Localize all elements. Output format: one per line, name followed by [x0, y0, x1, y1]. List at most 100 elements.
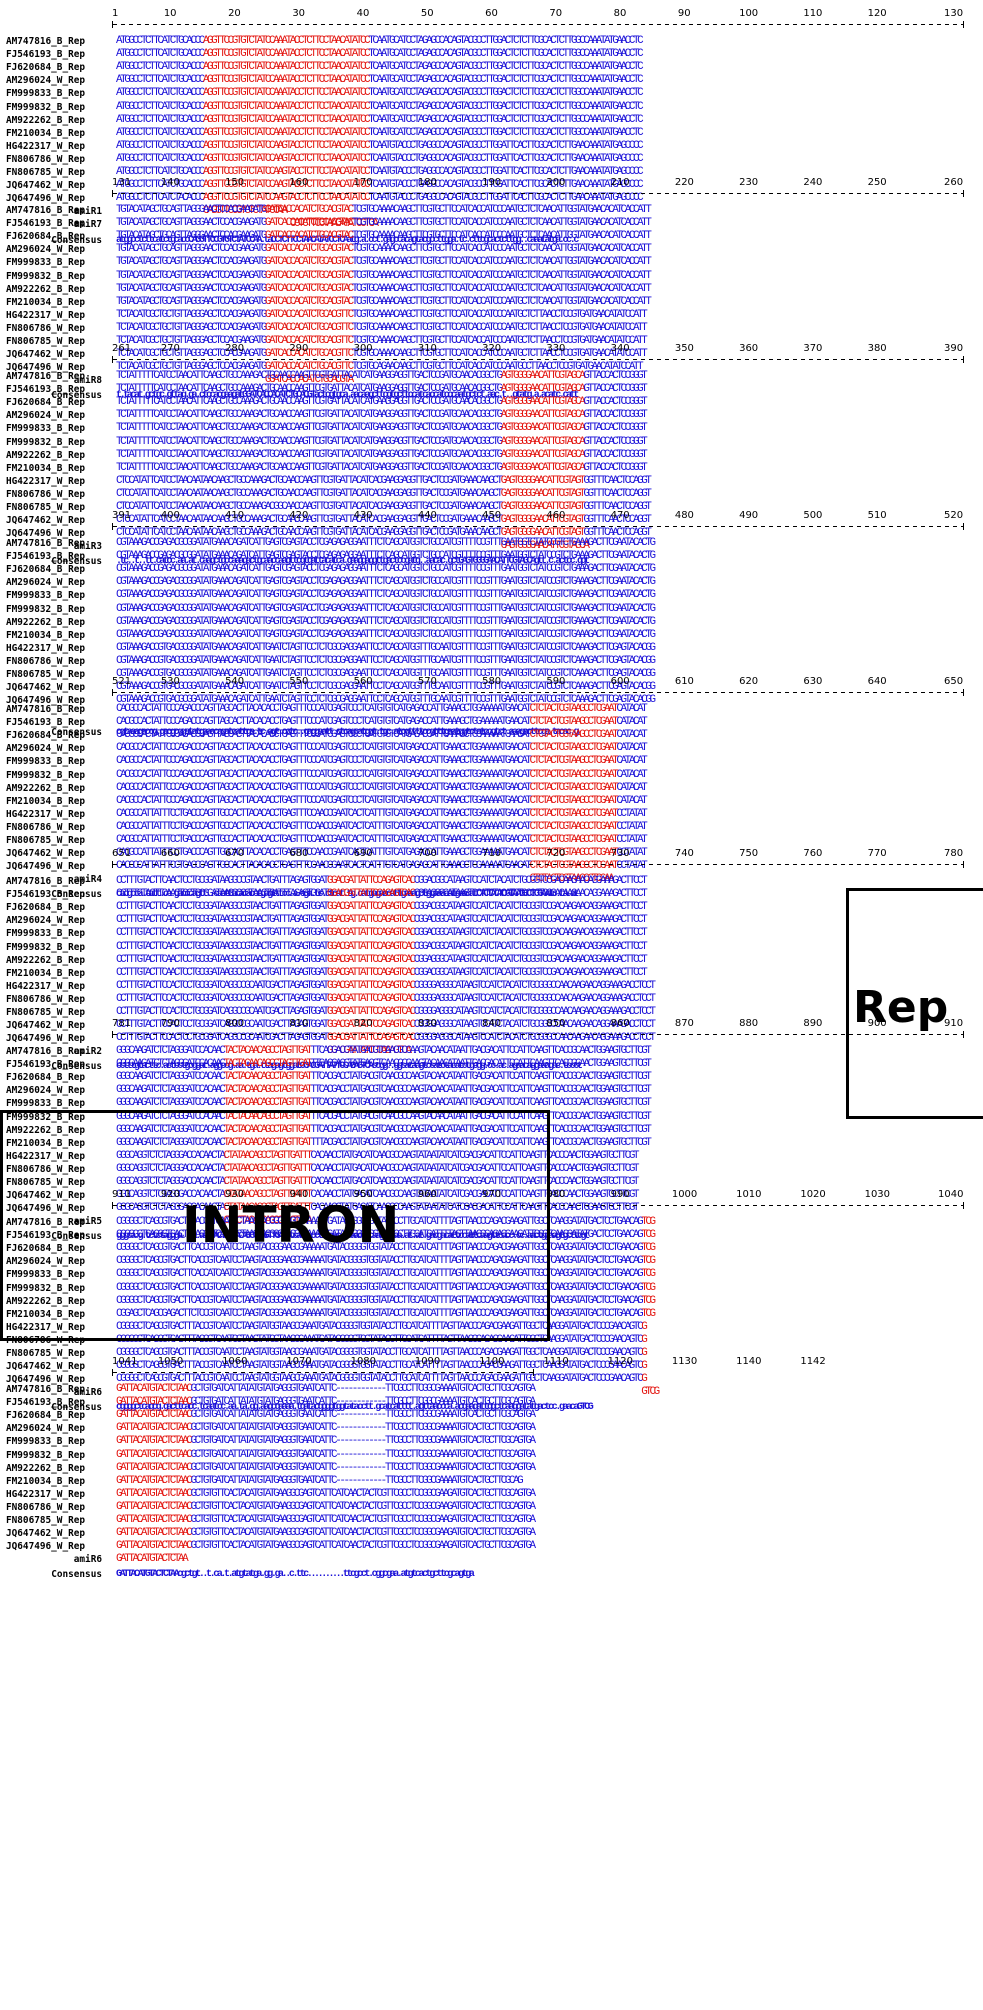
- sequence-segment: GCTGTGATCATTATATGTATGAGGGTGAATCATTC-----…: [190, 1448, 536, 1461]
- sequence-segment: GGGCAAGATCTCTAGGGATCCACAAC: [116, 1136, 226, 1149]
- target-site-segment: TCG: [641, 1216, 656, 1228]
- amir-row: amiR8 GGATCACCACATCTGCACGTA: [0, 374, 983, 387]
- ruler-tick-label: 820: [353, 1018, 373, 1029]
- amir-row: amiR5 CTACTACAACAGCCTAGTTGA: [0, 1215, 983, 1228]
- consensus-row: Consensus cggggctcagcg.gacttcacc.tcaatcc.…: [0, 1401, 983, 1414]
- target-site-segment: TCG: [641, 1242, 656, 1255]
- sequence-row: JQ647462_W_Rep ATGGCCTCTTCATCTGCACCCAGGTT…: [0, 179, 983, 192]
- target-site-segment: CTCTACTCGTAAGCCTCGAAT: [529, 794, 619, 807]
- sequence-name: AM296024_W_Rep: [6, 1256, 86, 1268]
- sequence-text: ATGGCCTCTTCATCTGCACCCAGGTTCCGTGTCTATCCAA…: [116, 166, 964, 179]
- sequence-segment: TCAATGCATCCTAGAGCCACAGTACGCCTTGGACTCTCTT…: [368, 74, 643, 87]
- sequence-name: FJ620684_B_Rep: [6, 231, 86, 243]
- target-site-segment: CTCTACTCGTAAGCCTCGAAT: [529, 755, 619, 768]
- amir-row: amiR6 GATTACATGTACTCTAA: [0, 1553, 983, 1566]
- sequence-segment: CCTTTGTACTTCAACTCCTGCGGATAAGGCCGTAACTGAT…: [116, 953, 329, 966]
- sequence-name: FM210034_B_Rep: [6, 629, 86, 641]
- sequence-segment: CGTAAAGACCGAGACGCGGATATGAAACAGATCATTGAGT…: [116, 589, 656, 602]
- ruler-tick-label: 160: [289, 177, 309, 188]
- sequence-row: AM296024_W_Rep ATGGCCTCTTCATCTGCACCCAGGTT…: [0, 74, 983, 87]
- ruler-tick-label: 170: [353, 177, 373, 188]
- sequence-segment: ATGGCCTCTTCATCTGCACCC: [116, 152, 205, 165]
- sequence-name: JQ647462_W_Rep: [6, 682, 86, 694]
- sequence-row: FJ546193_B_Rep TGTACATAGCTGCAGTTAGGGAACTC…: [0, 217, 983, 230]
- sequence-segment: GGGCAGGTCTCTAGGGACCACAACTA: [116, 1162, 226, 1175]
- sequence-segment: CGGGGCTCAGCGTGACTTCACCATCAATCCTAAGTACGGG…: [116, 1268, 644, 1281]
- sequence-row: HG422317_W_Rep GGGCAGGTCTCTAGGGACCACAACTA…: [0, 1150, 983, 1163]
- sequence-segment: CGGACGGCATAAGTCCATCTACATCTGCGGTCCGACAAGA…: [413, 901, 648, 914]
- sequence-row: HG422317_W_Rep TCTACATCGCTGCTGTTAGGGAGCTC…: [0, 309, 983, 322]
- sequence-row: AM747816_B_Rep GGGCAAGATCTCTAGGGATCCACAAC…: [0, 1045, 983, 1058]
- target-site-segment: G: [641, 1360, 648, 1373]
- ruler-tick-label: 1000: [671, 1189, 698, 1200]
- sequence-name: JQ647496_W_Rep: [6, 1203, 86, 1215]
- sequence-name: FJ546193_B_Rep: [6, 889, 86, 901]
- sequence-text: TCTATTTTTCATCCTAACATTCAAGCTGCCAAAGACTGCA…: [116, 449, 964, 462]
- ruler-tick-label: 240: [803, 177, 823, 188]
- sequence-segment: CACGCCACTATTCCCAGACCCAGTTAGCACTTACACACCT…: [116, 716, 532, 729]
- sequence-segment: GGGCAAGATCTCTAGGGATCCACAAC: [116, 1123, 226, 1136]
- sequence-segment: CACAACCTATGACATCAACGCCAAGTATAATATCATCGAC…: [310, 1176, 639, 1188]
- sequence-segment: ATGGCCTCTTCATCTGCACCC: [116, 126, 205, 139]
- sequence-row: AM747816_B_Rep CGTAAAGACCGAGACGCGGATATGAA…: [0, 537, 983, 550]
- ruler-numbers: 1 10 20 30 40 50 60 70 80 90 100 110 120 130: [112, 8, 963, 20]
- sequence-segment: CACAACCTATGACATCAACGCCAAGTATAATATCATCGAC…: [310, 1162, 639, 1175]
- intron-box: [0, 1110, 550, 1341]
- ruler-tick-label: 420: [289, 510, 309, 521]
- target-site-segment: TCG: [641, 1294, 656, 1307]
- sequence-row: FM999833_B_Rep GGGCAAGATCTCTAGGGATCCACAAC…: [0, 1097, 983, 1110]
- sequence-text: CGTAAAGACCGAGACGCGGATATGAAACAGATCATTGAGT…: [116, 589, 964, 602]
- consensus-sequence: cctttgtacttc.actcctgcggat.aggccg.aa.tga.…: [116, 1061, 583, 1073]
- ruler-tick-label: 1030: [864, 1189, 891, 1200]
- target-site-segment: TCG: [641, 1229, 656, 1242]
- sequence-segment: TCAATGTACCCTGAGGCCACAGTACGCCTTGGATTCACTT…: [368, 166, 643, 178]
- ruler-tick-label: 760: [803, 848, 823, 859]
- sequence-row: FM999833_B_Rep ATGGCCTCTTCATCTGCACCCAGGTT…: [0, 87, 983, 100]
- target-site-segment: GATTACATGTACTCTAAC: [116, 1448, 193, 1461]
- sequence-segment: TGTACATAGCTGCAGTTAGGGAACTCCACGAAGATG: [116, 295, 267, 308]
- sequence-segment: TTCACGACCTATGACGTCAACGCCAAGTACAACATAATTG…: [310, 1058, 652, 1071]
- sequence-name: FN806786_W_Rep: [6, 488, 86, 500]
- sequence-name: FJ546193_B_Rep: [6, 218, 86, 230]
- ruler-tick-label: 370: [803, 343, 823, 354]
- sequence-name: FJ620684_B_Rep: [6, 62, 86, 74]
- sequence-row: FN806785_W_Rep GATTACATGTACTCTAACGCTGTGTT…: [0, 1514, 983, 1527]
- sequence-segment: CTCCATATTCATCCTAACAATAACAAGCTGCCAAAGACTG…: [116, 487, 503, 500]
- sequence-segment: CACGCCACTATTCCCAGACCCAGTTAGCACTTACACACCT…: [116, 755, 532, 768]
- sequence-text: TCTATTTTTCATCCTAACATTCAAGCTGCCAAAGACTGCA…: [116, 462, 964, 475]
- sequence-segment: ATGGCCTCTTCATCTGCACCC: [116, 74, 205, 87]
- sequence-segment: TCAATGCATCCTAGAGCCACAGTACGCCTTGGACTCTCTT…: [368, 35, 643, 47]
- sequence-segment: CGGGGCTCAGCGTGACTTTACCGTCAATCCTAAGTATGGT…: [116, 1320, 644, 1333]
- sequence-segment: GCTGTGTTCACTACATGTATGAAGGCGAGTCATTCATCAA…: [190, 1514, 536, 1526]
- sequence-segment: CCTTTGTACTTCAACTCCTGCGGATAAGGCCGTAACTGAT…: [116, 940, 329, 953]
- sequence-row: FJ620684_B_Rep GATTACATGTACTCTAACGCTGTGAT…: [0, 1409, 983, 1422]
- sequence-name: FN806786_W_Rep: [6, 1501, 86, 1513]
- sequence-text: CGTAAAGACCGAGACGCGGATATGAAACAGATCATTGAGT…: [116, 629, 964, 642]
- sequence-row: FJ620684_B_Rep CGTAAAGACCGAGACGCGGATATGAA…: [0, 563, 983, 576]
- target-site-segment: CTCTACTCGTAAGCCTCGAAT: [529, 716, 619, 729]
- sequence-segment: GTTACCACTCCGGGT: [583, 383, 647, 396]
- ruler-numbers: 521 530 540 550 560 570 580 590 600 610 620 630 640 6…: [112, 676, 963, 688]
- sequence-segment: TCAATGCATCCTAGAGCCACAGTACGCCTTGGACTCTCTT…: [368, 100, 643, 113]
- ruler-tick-label: 10: [163, 8, 177, 19]
- target-site-segment: GATCACCACATCTGCACGTAC: [264, 256, 354, 269]
- consensus-label: Consensus: [51, 1569, 102, 1581]
- sequence-row: FN806786_W_Rep GATTACATGTACTCTAACGCTGTGTT…: [0, 1501, 983, 1514]
- sequence-row: AM296024_W_Rep TCTATTTTTCATCCTAACATTCAAGC…: [0, 409, 983, 422]
- sequence-row: FM210034_B_Rep TGTACATAGCTGCAGTTAGGGAACTC…: [0, 296, 983, 309]
- sequence-row: FM210034_B_Rep CGTAAAGACCGAGACGCGGATATGAA…: [0, 629, 983, 642]
- sequence-text: ATGGCCTCTTCATCTGCACCCAGGTTCCGTGTCTATCCAA…: [116, 127, 964, 140]
- ruler-numbers: 391 400 410 420 430 440 450 460 470 480 490 500 510 5…: [112, 510, 963, 522]
- sequence-segment: CCTTTGTACTTCCACTCCTGCGGATCAGGCCGCAATCGAC…: [116, 1019, 329, 1032]
- sequence-name: JQ647462_W_Rep: [6, 349, 86, 361]
- sequence-row: FM999833_B_Rep CACGCCACTATTCCCAGACCCAGTTA…: [0, 755, 983, 768]
- sequence-segment: CGGGGCTCAGCGTGACTTCACCGTCAATCCTAAGTACGGG…: [116, 1255, 644, 1268]
- sequence-segment: CATACAT: [616, 755, 647, 768]
- target-site-segment: CTATAACAGCCTAGTTGATTT: [223, 1149, 313, 1162]
- ruler-tick-label: 540: [225, 676, 245, 687]
- sequence-name: AM296024_W_Rep: [6, 915, 86, 927]
- sequence-row: AM747816_B_Rep TCTATTTTTCATCCTAACATTCAAGC…: [0, 370, 983, 383]
- sequence-segment: CACGCCATTATTTCCTGACCCAGTTGCCACTTACACACCT…: [116, 807, 532, 820]
- sequence-name: HG422317_W_Rep: [6, 1321, 86, 1333]
- sequence-text: CGGGGCTCAGCGTGACTTCACCGTCAATCCTAAGTACGGG…: [116, 1242, 964, 1255]
